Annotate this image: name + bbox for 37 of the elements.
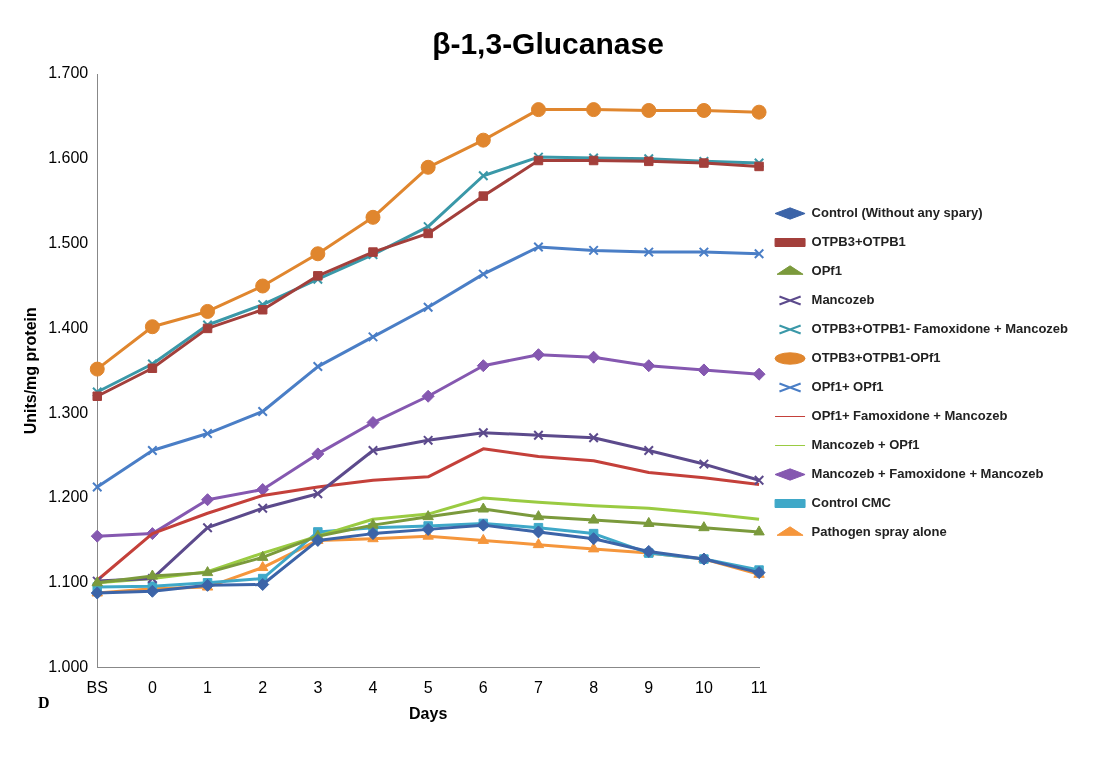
- x-tick-label: 4: [368, 678, 378, 696]
- x-tick-label: 11: [750, 678, 768, 696]
- y-tick-label: 1.600: [48, 149, 89, 167]
- y-tick-label: 1.200: [48, 488, 89, 506]
- x-tick-label: 5: [423, 678, 433, 696]
- x-tick-label: 1: [203, 678, 213, 696]
- x-tick-label: BS: [86, 678, 108, 696]
- legend-label: Mancozeb + Famoxidone + Mancozeb: [811, 466, 1044, 482]
- legend-label: OPf1+ Famoxidone + Mancozeb: [811, 408, 1008, 424]
- legend-label: Pathogen spray alone: [811, 524, 947, 540]
- y-tick-label: 1.000: [48, 658, 89, 676]
- x-tick-label: 8: [589, 678, 599, 696]
- legend-label: OTPB3+OTPB1-OPf1: [811, 350, 941, 366]
- chart-title: β-1,3-Glucanase: [432, 27, 664, 61]
- y-tick-label: 1.700: [48, 64, 89, 82]
- text: D: [38, 694, 50, 711]
- legend-label: OPf1: [811, 263, 842, 279]
- y-tick-label: 1.400: [48, 318, 89, 336]
- legend-label: Mancozeb + OPf1: [811, 437, 920, 453]
- legend-label: OTPB3+OTPB1- Famoxidone + Mancozeb: [811, 321, 1069, 337]
- legend-label: OPf1+ OPf1: [811, 379, 884, 395]
- y-tick-label: 1.300: [48, 403, 89, 421]
- x-tick-label: 0: [147, 678, 157, 696]
- legend-label: OTPB3+OTPB1: [811, 234, 906, 250]
- x-tick-label: 3: [313, 678, 323, 696]
- y-tick-label: 1.500: [48, 234, 89, 252]
- y-axis-title: Units/mg protein: [22, 307, 40, 435]
- y-tick-label: 1.100: [48, 573, 89, 591]
- x-tick-label: 7: [534, 678, 543, 696]
- x-tick-label: 2: [258, 678, 268, 696]
- x-tick-label: 6: [478, 678, 488, 696]
- legend-label: Control CMC: [811, 495, 892, 511]
- legend-label: Mancozeb: [811, 292, 875, 308]
- legend-label: Control (Without any spary): [811, 205, 983, 221]
- x-tick-label: 10: [695, 678, 713, 696]
- x-axis-title: Days: [409, 704, 448, 722]
- x-tick-label: 9: [644, 678, 654, 696]
